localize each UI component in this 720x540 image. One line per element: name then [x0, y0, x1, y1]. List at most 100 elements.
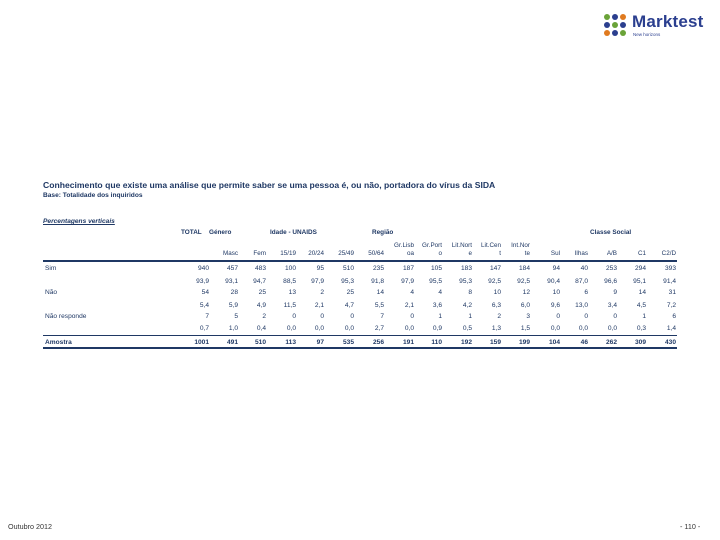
table-cell: 2,7 [374, 325, 384, 332]
table-cell: 6,3 [491, 302, 501, 309]
column-header: C2/D [661, 250, 676, 257]
base-note: Base: Totalidade dos inquiridos [43, 192, 143, 199]
table-cell: 2,1 [314, 302, 324, 309]
table-cell: 91,4 [663, 278, 676, 285]
marktest-logo: Marktest New horizons [604, 12, 714, 42]
table-cell: 95,1 [633, 278, 646, 285]
table-cell: 95,5 [429, 278, 442, 285]
column-header: t [499, 250, 501, 257]
table-cell: 1,0 [228, 325, 238, 332]
table-cell: 4,5 [636, 302, 646, 309]
table-cell: 0,0 [578, 325, 588, 332]
table-cell: 96,6 [604, 278, 617, 285]
table-cell: 10 [493, 289, 501, 296]
table-cell: 93,9 [196, 278, 209, 285]
column-header: oa [406, 250, 414, 257]
table-cell: 12 [522, 289, 530, 296]
table-cell: 40 [580, 265, 588, 272]
column-header: e [468, 250, 472, 257]
table-cell: 28 [230, 289, 238, 296]
table-cell: 183 [460, 265, 472, 272]
table-cell: 430 [664, 339, 676, 346]
table-cell: 199 [518, 339, 530, 346]
column-header: Int.Nor [511, 242, 530, 249]
table-cell: 1001 [194, 339, 209, 346]
table-cell: 6 [584, 289, 588, 296]
table-rule [43, 260, 677, 262]
table-cell: 4,7 [344, 302, 354, 309]
table-cell: 2 [497, 313, 501, 320]
table-cell: 11,5 [283, 302, 296, 309]
column-header: Ilhas [574, 250, 588, 257]
table-cell: 105 [430, 265, 442, 272]
table-cell: 0 [410, 313, 414, 320]
table-cell: 309 [634, 339, 646, 346]
table-cell: 4,2 [462, 302, 472, 309]
table-cell: 0,7 [199, 325, 209, 332]
column-header: C1 [637, 250, 646, 257]
table-cell: 184 [518, 265, 530, 272]
table-cell: 87,0 [575, 278, 588, 285]
table-cell: 256 [372, 339, 384, 346]
table-cell: 0,0 [550, 325, 560, 332]
table-cell: 10 [552, 289, 560, 296]
table-cell: 0,0 [286, 325, 296, 332]
table-cell: 1,5 [520, 325, 530, 332]
table-cell: 14 [638, 289, 646, 296]
table-cell: 457 [226, 265, 238, 272]
table-cell: 46 [580, 339, 588, 346]
table-cell: 192 [460, 339, 472, 346]
column-header: 50/64 [368, 250, 384, 257]
table-cell: 0 [350, 313, 354, 320]
table-cell: 187 [402, 265, 414, 272]
table-cell: 3,4 [607, 302, 617, 309]
table-cell: 0 [320, 313, 324, 320]
column-header: Sul [550, 250, 560, 257]
logo-tagline: New horizons [633, 32, 661, 37]
page-title: Conhecimento que existe uma análise que … [43, 180, 496, 190]
table-cell: 7 [205, 313, 209, 320]
column-header: Gr.Port [422, 242, 442, 249]
table-rule [43, 335, 677, 336]
table-cell: 6,0 [520, 302, 530, 309]
row-label: Não responde [45, 313, 87, 320]
logo-dots-icon [604, 14, 630, 38]
table-cell: 97,9 [311, 278, 324, 285]
table-cell: 510 [342, 265, 354, 272]
table-cell: 13 [288, 289, 296, 296]
table-cell: 9,6 [550, 302, 560, 309]
group-idade: Idade - UNAIDS [270, 229, 317, 236]
row-label: Sim [45, 265, 57, 272]
column-header: A/B [606, 250, 617, 257]
table-cell: 110 [431, 339, 442, 346]
table-cell: 95,3 [341, 278, 354, 285]
table-cell: 1 [642, 313, 646, 320]
table-cell: 7 [380, 313, 384, 320]
table-cell: 9 [613, 289, 617, 296]
table-cell: 159 [489, 339, 501, 346]
table-cell: 97 [316, 339, 324, 346]
table-cell: 5,9 [228, 302, 238, 309]
group-regiao: Região [372, 229, 394, 236]
table-cell: 31 [668, 289, 676, 296]
table-cell: 0,9 [432, 325, 442, 332]
group-total: TOTAL [181, 229, 202, 236]
table-cell: 1,3 [491, 325, 501, 332]
group-genero: Género [209, 229, 232, 236]
table-cell: 4 [410, 289, 414, 296]
table-cell: 0,5 [462, 325, 472, 332]
column-header: o [438, 250, 442, 257]
table-cell: 510 [254, 339, 266, 346]
table-cell: 535 [342, 339, 354, 346]
table-cell: 104 [548, 339, 560, 346]
table-cell: 191 [402, 339, 414, 346]
table-cell: 92,5 [488, 278, 501, 285]
table-cell: 0,3 [636, 325, 646, 332]
table-cell: 0,0 [404, 325, 414, 332]
column-header: 20/24 [308, 250, 324, 257]
table-cell: 94,7 [253, 278, 266, 285]
table-cell: 0,4 [256, 325, 266, 332]
table-cell: 13,0 [575, 302, 588, 309]
table-cell: 483 [254, 265, 266, 272]
column-header: 15/19 [280, 250, 296, 257]
